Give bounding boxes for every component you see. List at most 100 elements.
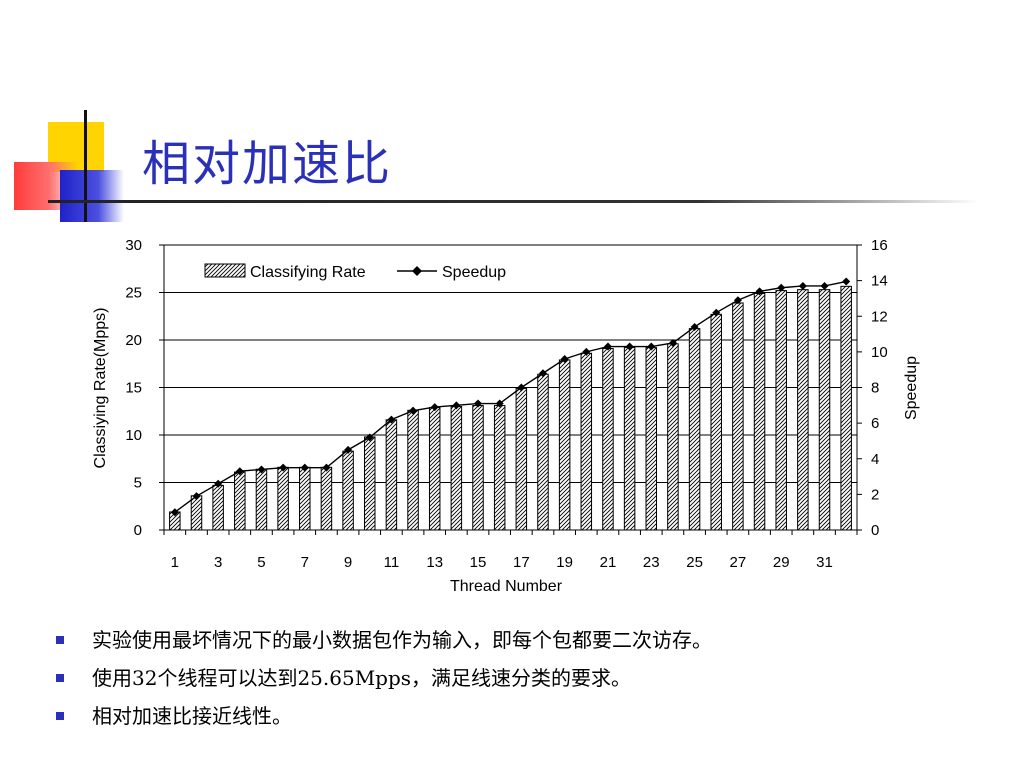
- bar: [667, 343, 679, 531]
- x-tick-label: 29: [773, 554, 790, 571]
- bar: [472, 405, 484, 531]
- bar: [645, 347, 658, 531]
- bar: [840, 285, 852, 531]
- speedup-point: [712, 308, 721, 317]
- bar: [558, 359, 571, 531]
- speedup-point: [452, 401, 461, 410]
- speedup-point: [257, 465, 266, 474]
- bullet-square-icon: [56, 674, 64, 682]
- speedup-point: [214, 479, 223, 488]
- speedup-point: [300, 463, 309, 472]
- x-tick-label: 3: [214, 554, 222, 571]
- bar: [407, 409, 419, 531]
- bullet-square-icon: [56, 712, 64, 720]
- bar: [493, 405, 506, 531]
- x-tick-label: 31: [816, 554, 833, 571]
- x-tick-label: 25: [686, 554, 703, 571]
- bar: [234, 471, 246, 531]
- speedup-point: [820, 281, 829, 290]
- speedup-point: [170, 508, 179, 517]
- legend-swatch-marker: [412, 266, 422, 276]
- y-tick-label: 10: [125, 427, 142, 444]
- bar: [385, 419, 398, 531]
- bullet-text: 使用32个线程可以达到25.65Mpps，满足线速分类的要求。: [92, 666, 632, 690]
- y-tick-label: 15: [125, 380, 142, 397]
- y-tick-label: 30: [125, 237, 142, 254]
- speedup-point: [409, 406, 418, 415]
- bar: [732, 302, 744, 531]
- y2-axis-title: Speedup: [903, 356, 920, 420]
- bar: [363, 436, 376, 531]
- speedup-point: [538, 369, 547, 378]
- bar: [775, 290, 787, 531]
- speedup-point: [192, 492, 201, 501]
- speedup-line: [174, 280, 847, 513]
- speedup-point: [842, 277, 851, 286]
- bar: [537, 373, 549, 531]
- title-underline: [48, 200, 978, 203]
- speedup-point: [474, 399, 483, 408]
- y-tick-label: 5: [134, 475, 142, 492]
- speedup-point: [322, 463, 331, 472]
- speedup-point: [495, 399, 504, 408]
- bar: [255, 468, 268, 531]
- bar: [212, 484, 224, 531]
- speedup-point: [690, 322, 699, 331]
- x-tick-label: 11: [384, 554, 400, 571]
- y2-tick-label: 16: [871, 237, 888, 254]
- bar: [320, 466, 333, 531]
- y-tick-label: 0: [134, 522, 142, 539]
- speedup-point: [344, 445, 353, 454]
- speedup-point: [668, 338, 677, 347]
- x-tick-label: 9: [344, 554, 352, 571]
- y2-tick-label: 10: [871, 344, 888, 361]
- bar: [818, 289, 831, 531]
- x-tick-label: 27: [730, 554, 747, 571]
- slide-title: 相对加速比: [142, 136, 393, 192]
- x-axis-title: Thread Number: [450, 578, 563, 595]
- bar: [190, 495, 203, 531]
- x-tick-label: 21: [600, 554, 617, 571]
- bar: [428, 406, 441, 531]
- bar: [342, 450, 354, 531]
- bar: [623, 347, 636, 531]
- bullet-text: 实验使用最坏情况下的最小数据包作为输入，即每个包都要二次访存。: [92, 628, 712, 652]
- y-axis-title: Classiying Rate(Mpps): [92, 308, 109, 469]
- y2-tick-label: 8: [871, 380, 879, 397]
- bullet-item: 使用32个线程可以达到25.65Mpps，满足线速分类的要求。: [56, 662, 712, 700]
- speedup-point: [733, 296, 742, 305]
- x-tick-label: 13: [426, 554, 443, 571]
- y-tick-label: 20: [125, 332, 142, 349]
- bullet-list: 实验使用最坏情况下的最小数据包作为输入，即每个包都要二次访存。 使用32个线程可…: [56, 624, 712, 738]
- y2-tick-label: 0: [871, 522, 879, 539]
- bar: [710, 313, 722, 531]
- speedup-point: [582, 347, 591, 356]
- bullet-item: 相对加速比接近线性。: [56, 700, 712, 738]
- x-tick-label: 15: [470, 554, 487, 571]
- legend-label-bar: Classifying Rate: [250, 264, 366, 281]
- y2-tick-label: 12: [871, 308, 888, 325]
- x-tick-label: 17: [513, 554, 530, 571]
- bar: [688, 328, 701, 531]
- speedup-point: [603, 342, 612, 351]
- speedup-point: [625, 342, 634, 351]
- speedup-point: [755, 287, 764, 296]
- bar: [797, 289, 809, 531]
- legend-swatch-bar: [204, 263, 246, 278]
- bullet-item: 实验使用最坏情况下的最小数据包作为输入，即每个包都要二次访存。: [56, 624, 712, 662]
- speedup-point: [647, 342, 656, 351]
- bar: [602, 348, 614, 531]
- speedup-point: [560, 355, 569, 363]
- speedup-point: [235, 467, 244, 476]
- speedup-point: [430, 403, 439, 412]
- legend-label-line: Speedup: [442, 264, 506, 281]
- speedup-point: [387, 415, 396, 424]
- bar: [753, 292, 766, 531]
- speedup-point: [365, 433, 374, 442]
- y2-tick-label: 6: [871, 415, 879, 432]
- decor-vertical-line: [84, 110, 87, 222]
- speedup-point: [798, 281, 807, 290]
- x-tick-label: 1: [171, 554, 179, 571]
- bar: [277, 466, 289, 531]
- bar: [515, 387, 528, 531]
